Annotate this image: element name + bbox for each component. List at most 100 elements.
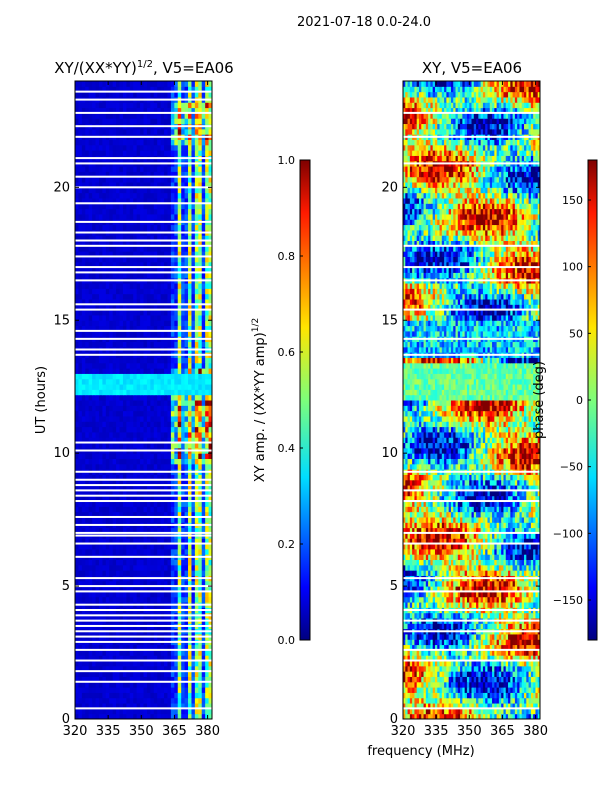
heatmap-cell [153,368,158,374]
heatmap-cell [153,564,158,571]
heatmap-cell [170,713,175,719]
heatmap-cell [122,320,127,327]
heatmap-cell [181,272,186,279]
heatmap-cell [153,548,158,555]
heatmap-cell [164,570,168,576]
heatmap-cell [181,107,186,114]
heatmap-cell [85,708,90,715]
heatmap-cell [140,283,144,289]
flagged-row [75,329,212,332]
heatmap-cell [160,421,165,428]
heatmap-cell [102,591,107,598]
heatmap-cell [170,415,175,422]
heatmap-cell [109,166,114,172]
heatmap-cell [181,102,186,109]
heatmap-cell [136,81,141,87]
heatmap-cell [177,208,182,215]
heatmap-cell [105,559,110,566]
heatmap-cell [208,112,212,119]
heatmap-cell [75,192,79,199]
heatmap-cell [109,564,114,571]
heatmap-cell [164,187,168,194]
heatmap-cell [122,203,127,210]
heatmap-cell [81,708,86,715]
heatmap-cell [143,713,148,719]
heatmap-cell [164,166,168,172]
heatmap-cell [174,330,179,337]
flagged-row [75,303,212,306]
heatmap-cell [112,192,117,199]
heatmap-cell [105,272,110,279]
heatmap-cell [143,415,148,422]
heatmap-cell [85,176,90,183]
heatmap-cell [126,368,131,374]
heatmap-cell [75,267,79,273]
heatmap-cell [122,208,127,215]
heatmap-cell [126,400,131,406]
heatmap-cell [150,176,155,183]
heatmap-cell [164,580,168,587]
flagged-row [75,279,212,282]
heatmap-cell [184,245,189,252]
heatmap-cell [205,118,210,125]
heatmap-cell [191,320,196,327]
heatmap-cell [122,394,127,401]
heatmap-cell [167,251,172,257]
heatmap-cell [164,118,168,125]
heatmap-cell [198,431,203,438]
heatmap-cell [150,309,155,316]
heatmap-cell [188,288,192,295]
heatmap-cell [78,197,83,204]
heatmap-cell [109,596,114,603]
heatmap-cell [109,676,114,683]
heatmap-cell [153,176,158,183]
heatmap-cell [119,139,124,146]
heatmap-cell [184,118,189,125]
heatmap-cell [150,224,155,231]
heatmap-cell [153,81,158,87]
heatmap-cell [143,150,148,156]
flagged-row [75,98,212,101]
heatmap-cell [170,213,175,220]
heatmap-cell [140,564,144,571]
heatmap-cell [157,559,162,566]
heatmap-cell [122,384,127,390]
heatmap-cell [153,687,158,693]
heatmap-cell [194,378,199,385]
heatmap-cell [167,453,172,459]
flagged-row [75,337,212,340]
heatmap-cell [153,479,158,486]
heatmap-cell [105,548,110,555]
heatmap-cell [198,687,203,693]
heatmap-cell [181,649,186,656]
heatmap-cell [157,320,162,327]
heatmap-cell [194,431,199,438]
heatmap-cell [88,197,93,204]
heatmap-cell [95,283,100,289]
heatmap-cell [122,580,127,587]
heatmap-cell [112,102,117,109]
heatmap-cell [98,463,103,470]
heatmap-cell [177,527,182,534]
heatmap-cell [75,400,79,406]
heatmap-cell [208,373,212,380]
heatmap-cell [81,118,86,125]
heatmap-cell [85,495,90,502]
heatmap-cell [102,580,107,587]
heatmap-cell [140,368,144,374]
heatmap-cell [184,112,189,119]
heatmap-cell [85,166,90,172]
heatmap-cell [188,570,192,576]
heatmap-cell [75,187,79,194]
heatmap-cell [194,112,199,119]
heatmap-cell [109,86,114,93]
heatmap-cell [157,671,162,677]
heatmap-cell [201,240,206,247]
heatmap-cell [78,357,83,364]
heatmap-cell [112,516,117,523]
heatmap-cell [164,224,168,231]
heatmap-cell [122,463,127,470]
heatmap-cell [160,144,165,151]
heatmap-cell [129,687,134,693]
heatmap-cell [188,341,192,348]
